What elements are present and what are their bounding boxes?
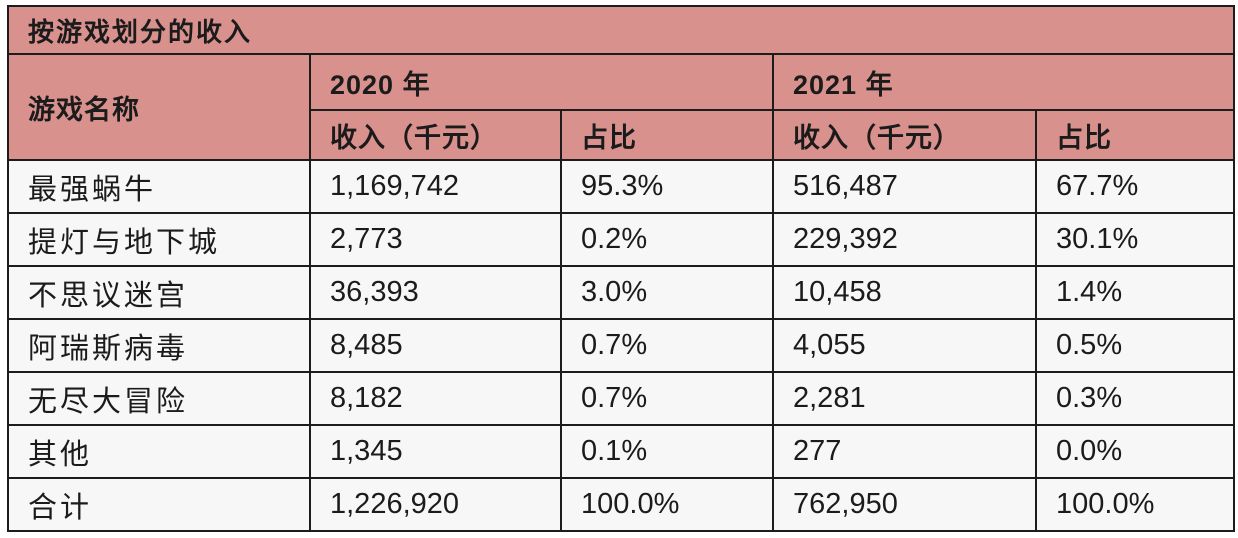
revenue-2021: 10,458 [772, 265, 1037, 320]
table-row: 无尽大冒险 8,182 0.7% 2,281 0.3% [7, 371, 1236, 426]
share-2020: 0.1% [560, 424, 774, 479]
share-2021: 0.3% [1034, 371, 1236, 426]
table-row: 不思议迷宫 36,393 3.0% 10,458 1.4% [7, 265, 1236, 320]
revenue-2021: 229,392 [772, 212, 1037, 267]
share-2020: 100.0% [560, 477, 774, 532]
revenue-2021: 277 [772, 424, 1037, 479]
share-2021: 0.5% [1034, 318, 1236, 373]
revenue-2021: 516,487 [772, 159, 1037, 214]
table-row-total: 合计 1,226,920 100.0% 762,950 100.0% [7, 477, 1236, 532]
share-2021: 67.7% [1034, 159, 1236, 214]
share-2020: 0.7% [560, 318, 774, 373]
game-name: 其他 [7, 424, 311, 479]
table-title: 按游戏划分的收入 [6, 5, 1236, 55]
revenue-2020: 2,773 [309, 212, 562, 267]
table-row: 提灯与地下城 2,773 0.2% 229,392 30.1% [7, 212, 1236, 267]
revenue-2020: 1,345 [309, 424, 562, 479]
revenue-2020: 1,226,920 [309, 477, 562, 532]
game-name: 提灯与地下城 [7, 212, 311, 267]
header-year-2020: 2020 年 [309, 53, 774, 111]
revenue-2020: 36,393 [309, 265, 562, 320]
revenue-2020: 8,485 [309, 318, 562, 373]
table-row: 阿瑞斯病毒 8,485 0.7% 4,055 0.5% [7, 318, 1236, 373]
revenue-2020: 8,182 [309, 371, 562, 426]
share-2020: 95.3% [560, 159, 774, 214]
revenue-2021: 762,950 [772, 477, 1037, 532]
share-2020: 3.0% [560, 265, 774, 320]
header-share-2020: 占比 [560, 109, 774, 161]
share-2020: 0.7% [560, 371, 774, 426]
header-game-name: 游戏名称 [7, 53, 311, 161]
subheader-row: 收入（千元） 占比 收入（千元） 占比 [8, 109, 1236, 161]
table-row: 其他 1,345 0.1% 277 0.0% [7, 424, 1236, 479]
year-header-row: 游戏名称 2020 年 2021 年 [7, 53, 1236, 161]
game-name: 不思议迷宫 [7, 265, 311, 320]
header-revenue-2021: 收入（千元） [772, 109, 1037, 161]
share-2021: 30.1% [1034, 212, 1236, 267]
revenue-2021: 2,281 [772, 371, 1037, 426]
share-2021: 0.0% [1034, 424, 1236, 479]
revenue-by-game-table: 按游戏划分的收入 游戏名称 2020 年 2021 年 收入（千元） 占比 收入… [6, 5, 1236, 532]
header-year-2021: 2021 年 [771, 53, 1236, 111]
revenue-2021: 4,055 [772, 318, 1037, 373]
game-name: 合计 [7, 477, 311, 532]
header-share-2021: 占比 [1034, 109, 1236, 161]
game-name: 无尽大冒险 [7, 371, 311, 426]
share-2020: 0.2% [560, 212, 774, 267]
share-2021: 100.0% [1034, 477, 1236, 532]
table-row: 最强蜗牛 1,169,742 95.3% 516,487 67.7% [7, 159, 1236, 214]
revenue-2020: 1,169,742 [309, 159, 562, 214]
game-name: 阿瑞斯病毒 [7, 318, 311, 373]
game-name: 最强蜗牛 [7, 159, 311, 214]
table-title-row: 按游戏划分的收入 [6, 5, 1236, 55]
share-2021: 1.4% [1034, 265, 1236, 320]
header-revenue-2020: 收入（千元） [309, 109, 562, 161]
revenue-by-game-table-container: 按游戏划分的收入 游戏名称 2020 年 2021 年 收入（千元） 占比 收入… [6, 5, 1236, 532]
